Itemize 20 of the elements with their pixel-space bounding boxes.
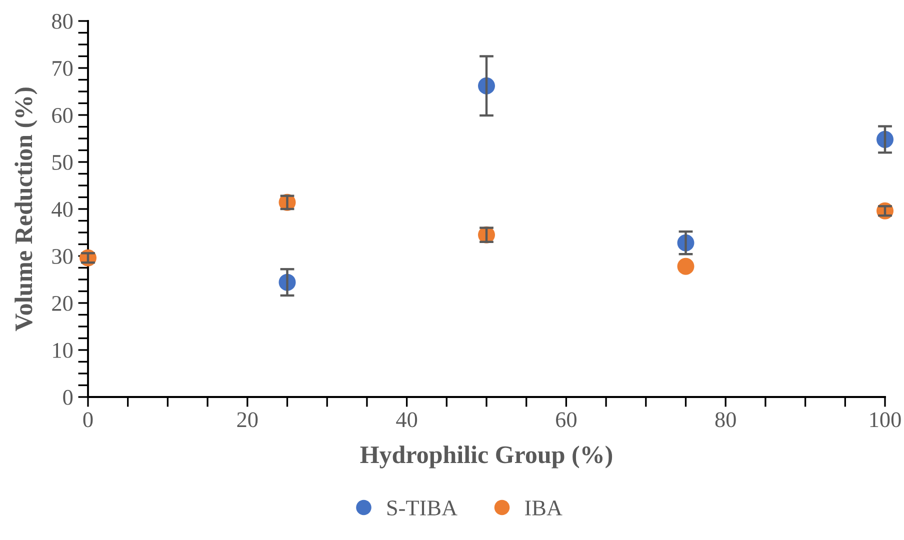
y-tick-label: 40 (52, 202, 73, 217)
x-tick-label: 60 (556, 412, 576, 428)
x-tick-label: 0 (83, 412, 93, 428)
x-tick-label: 20 (237, 412, 258, 428)
y-tick-label: 70 (52, 60, 73, 76)
x-tick-label: 40 (396, 412, 418, 428)
y-tick-label: 0 (63, 390, 73, 405)
y-tick-label: 30 (52, 248, 73, 264)
x-axis-title: Hydrophilic Group (%) (360, 446, 612, 468)
y-tick-label: 80 (52, 14, 73, 29)
y-tick-label: 60 (52, 108, 73, 123)
x-tick-label: 100 (870, 412, 901, 428)
point (677, 258, 694, 275)
y-tick-label: 20 (52, 296, 73, 311)
y-axis-title: Volume Reduction (%) (14, 88, 38, 332)
x-tick-label: 80 (715, 412, 736, 428)
legend-label: S-TIBA (387, 500, 458, 516)
legend-label: IBA (525, 500, 562, 516)
y-tick-label: 10 (53, 342, 73, 358)
y-tick-label: 50 (52, 154, 73, 170)
